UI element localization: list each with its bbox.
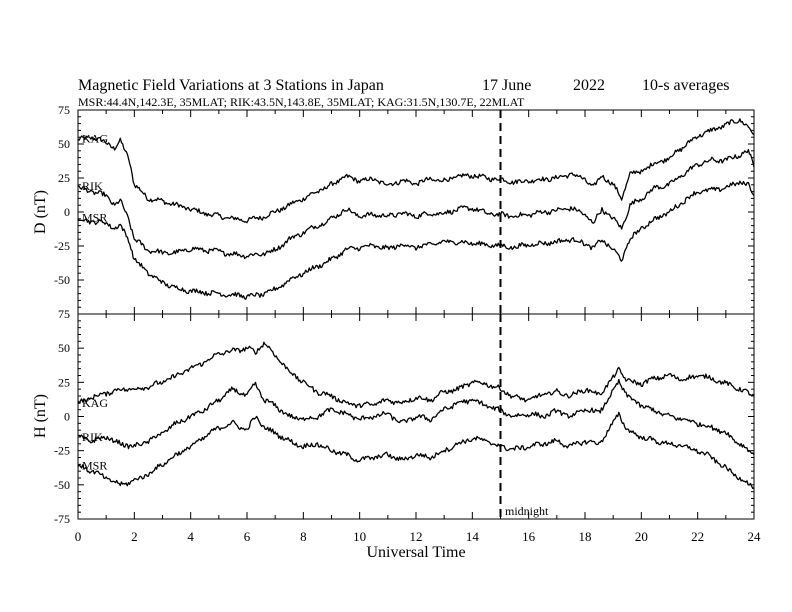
station-info: MSR:44.4N,142.3E, 35MLAT; RIK:43.5N,143.… (78, 95, 525, 109)
series-line-kag-h (77, 341, 755, 409)
x-tick-label: 12 (410, 529, 423, 544)
x-tick-label: 16 (522, 529, 536, 544)
y-tick-label: 25 (58, 375, 70, 389)
series-label-msr: MSR (82, 459, 107, 473)
y-tick-label: 75 (58, 103, 70, 117)
y-tick-label: 50 (58, 137, 70, 151)
series-line-rik-h (77, 378, 755, 456)
series-line-kag-d (77, 118, 755, 224)
y-tick-label: 25 (58, 171, 70, 185)
x-tick-label: 8 (300, 529, 307, 544)
y-tick-label: 0 (64, 205, 70, 219)
d-panel-frame (77, 109, 755, 315)
x-axis-label: Universal Time (366, 544, 465, 561)
x-tick-label: 4 (187, 529, 194, 544)
y-tick-label: 50 (58, 341, 70, 355)
series-labels: KAG RIK MSR KAG RIK MSR (82, 132, 108, 473)
x-tick-label: 10 (353, 529, 366, 544)
y-tick-label: -75 (54, 512, 70, 526)
y-tick-label: -50 (54, 273, 70, 287)
y-tick-label: 0 (64, 410, 70, 424)
x-tick-label: 0 (75, 529, 82, 544)
x-tick-label: 6 (244, 529, 251, 544)
x-tick-label: 22 (691, 529, 704, 544)
midnight-label: midnight (505, 504, 549, 518)
d-ylabel: D (nT) (32, 190, 49, 234)
series-line-msr-h (77, 411, 755, 490)
series-label-rik: RIK (82, 179, 103, 193)
chart-year: 2022 (573, 77, 605, 94)
y-tick-label: -25 (54, 239, 70, 253)
series-lines (77, 118, 755, 490)
x-tick-label: 20 (635, 529, 648, 544)
x-tick-label: 24 (748, 529, 762, 544)
series-label-rik: RIK (82, 430, 103, 444)
series-label-kag: KAG (82, 396, 108, 410)
series-label-msr: MSR (82, 210, 107, 224)
x-tick-label: 18 (579, 529, 592, 544)
y-tick-label: 75 (58, 307, 70, 321)
h-ylabel: H (nT) (32, 394, 49, 438)
series-label-kag: KAG (82, 132, 108, 146)
series-line-msr-d (77, 180, 755, 300)
chart-title: Magnetic Field Variations at 3 Stations … (78, 77, 384, 94)
x-tick-label: 14 (466, 529, 480, 544)
y-tick-label: -50 (54, 478, 70, 492)
x-tick-label: 2 (131, 529, 138, 544)
chart-averaging: 10-s averages (642, 77, 730, 94)
chart-date: 17 June (482, 77, 531, 94)
y-tick-label: -25 (54, 444, 70, 458)
series-line-rik-d (77, 148, 755, 260)
